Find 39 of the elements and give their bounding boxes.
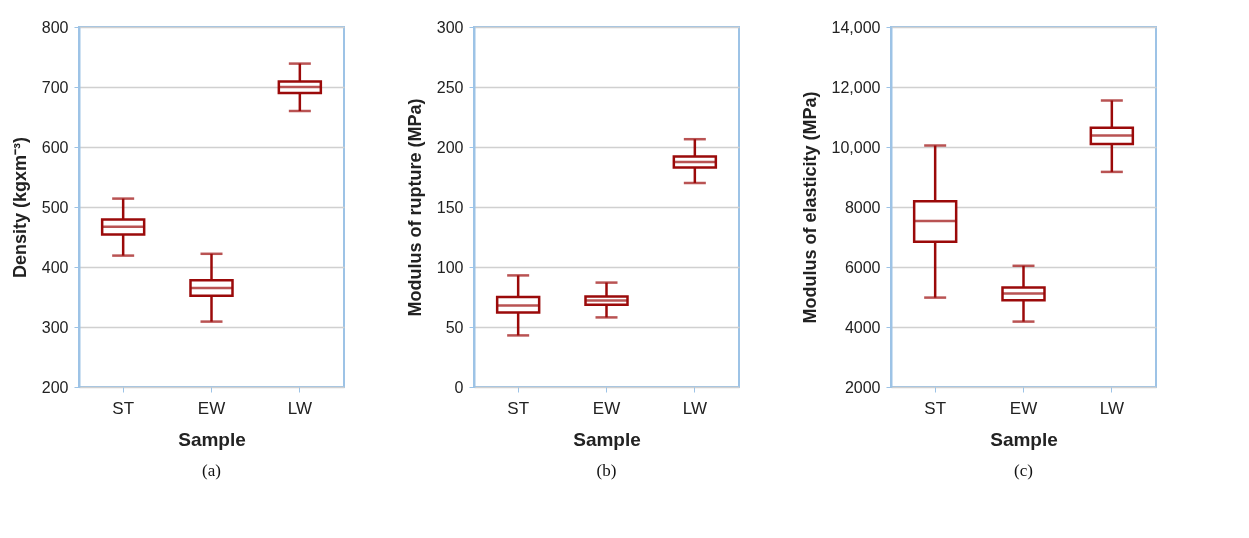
y-tick-label: 2000 bbox=[844, 378, 881, 396]
y-tick-label: 10,000 bbox=[831, 138, 881, 156]
y-tick-label: 600 bbox=[41, 138, 69, 156]
x-axis-title: Sample bbox=[178, 428, 246, 450]
text: (a) bbox=[202, 461, 221, 480]
y-tick-label: 50 bbox=[445, 318, 464, 336]
text: (c) bbox=[1014, 461, 1033, 480]
y-tick-label: 14,000 bbox=[831, 18, 881, 36]
y-axis-title: Modulus of rupture (MPa) bbox=[404, 98, 425, 317]
y-tick-label: 250 bbox=[436, 78, 464, 96]
y-tick-label: 700 bbox=[41, 78, 69, 96]
y-tick-label: 0 bbox=[454, 378, 464, 396]
text: (b) bbox=[596, 461, 617, 480]
y-tick-label: 300 bbox=[41, 318, 69, 336]
y-tick-label: 800 bbox=[41, 18, 69, 36]
x-tick-label: EW bbox=[197, 398, 226, 418]
x-tick-label: EW bbox=[1009, 398, 1038, 418]
x-axis-title: Sample bbox=[573, 428, 641, 450]
y-tick-label: 100 bbox=[436, 258, 464, 276]
y-tick-label: 400 bbox=[41, 258, 69, 276]
y-tick-label: 200 bbox=[436, 138, 464, 156]
x-axis-title: Sample bbox=[990, 428, 1058, 450]
y-tick-label: 150 bbox=[436, 198, 464, 216]
x-tick-label: ST bbox=[924, 398, 947, 418]
x-tick-label: LW bbox=[1099, 398, 1124, 418]
y-tick-label: 8000 bbox=[844, 198, 881, 216]
y-tick-label: 4000 bbox=[844, 318, 881, 336]
y-tick-label: 12,000 bbox=[831, 78, 881, 96]
x-tick-label: EW bbox=[592, 398, 621, 418]
x-tick-label: LW bbox=[287, 398, 312, 418]
y-tick-label: 200 bbox=[41, 378, 69, 396]
y-tick-label: 6000 bbox=[844, 258, 881, 276]
x-tick-label: ST bbox=[112, 398, 135, 418]
y-tick-label: 300 bbox=[436, 18, 464, 36]
y-axis-title: Density (kgxm⁻³) bbox=[9, 136, 30, 279]
x-tick-label: ST bbox=[507, 398, 530, 418]
y-tick-label: 500 bbox=[41, 198, 69, 216]
y-axis-title: Modulus of elasticity (MPa) bbox=[799, 91, 820, 324]
x-tick-label: LW bbox=[682, 398, 707, 418]
